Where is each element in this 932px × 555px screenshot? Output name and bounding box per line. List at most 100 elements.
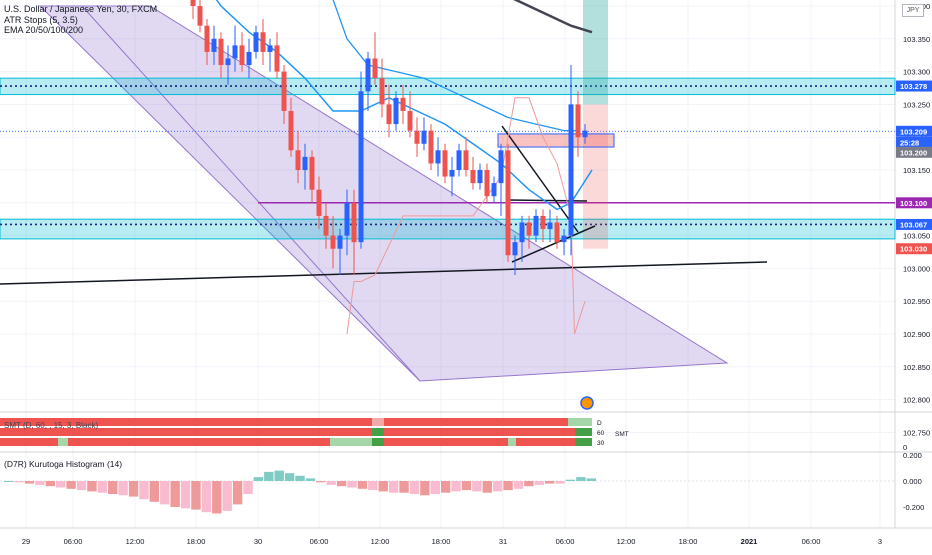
candle-body: [239, 45, 245, 66]
time-axis-label: 29: [22, 537, 30, 546]
kurutoga-bar: [544, 481, 555, 484]
kurutoga-bar: [128, 481, 139, 497]
candle-body: [267, 45, 273, 52]
kurutoga-bar: [295, 475, 305, 481]
candle-body: [477, 170, 483, 184]
price-tag-label: 103.100: [900, 199, 927, 208]
kurutoga-bar: [4, 481, 14, 482]
price-axis-label: 103.350: [903, 35, 930, 44]
chart-legend: U.S. Dollar / Japanese Yen, 30, FXCM ATR…: [4, 4, 157, 36]
candle-body: [330, 235, 336, 249]
time-axis-label: 3: [878, 537, 882, 546]
symbol-title[interactable]: U.S. Dollar / Japanese Yen, 30, FXCM: [4, 4, 158, 14]
time-axis-label: 2021: [741, 537, 758, 546]
candle-body: [197, 6, 203, 26]
candle-body: [463, 150, 469, 170]
smt-cell: [330, 438, 372, 446]
price-axis-label: 103.300: [903, 68, 930, 77]
smt-indicator-label[interactable]: SMT (D, 60, , 15, 3, Black): [4, 421, 99, 430]
descending-channel: [38, 5, 729, 382]
kurutoga-indicator-label[interactable]: (D7R) Kurutoga Histogram (14): [4, 459, 123, 469]
candle-body: [407, 110, 413, 131]
smt-cell: [0, 438, 58, 446]
kurutoga-bar: [170, 481, 180, 507]
smt-row-label: D: [597, 420, 602, 427]
time-axis-label: 18:00: [432, 537, 451, 546]
candle-body: [344, 202, 350, 236]
kurutoga-bar: [284, 473, 295, 481]
candle-body: [260, 32, 266, 52]
kurutoga-bar: [565, 479, 576, 481]
candle-body: [393, 97, 399, 125]
kurutoga-bar: [274, 470, 284, 481]
indicator-line-ema: [513, 0, 593, 34]
smt-row-label: 60: [597, 430, 605, 437]
candle-body: [533, 215, 539, 236]
price-axis-label: 102.800: [903, 396, 930, 405]
candle-body: [505, 150, 511, 256]
candle-body: [582, 130, 588, 138]
time-axis-label: 06:00: [802, 537, 821, 546]
candle-body: [323, 215, 329, 236]
smt-cell: [384, 418, 568, 426]
candle-body: [449, 170, 455, 177]
candle-body: [428, 130, 434, 164]
kurutoga-bar: [191, 481, 201, 510]
candle-body: [232, 45, 238, 59]
candle-body: [554, 222, 560, 243]
kurutoga-bar: [264, 471, 274, 481]
smt-cell: [68, 438, 330, 446]
kurutoga-bar: [430, 481, 440, 494]
kurutoga-bar: [212, 481, 222, 514]
time-axis-label: 12:00: [617, 537, 636, 546]
kurutoga-bar: [368, 481, 378, 491]
time-axis-label: 30: [254, 537, 262, 546]
candle-body: [561, 235, 567, 243]
smt-axis-label: 0: [903, 443, 907, 452]
candle-body: [484, 170, 490, 197]
kurutoga-bar: [108, 481, 118, 494]
kurutoga-bar: [35, 481, 45, 485]
candle-body: [470, 170, 476, 184]
candle-body: [274, 45, 280, 72]
candle-body: [316, 189, 322, 216]
smt-row-label: 30: [597, 440, 605, 447]
candle-body: [288, 110, 294, 151]
smt-cell: [568, 438, 575, 446]
smt-cell: [568, 418, 592, 426]
candle-body: [211, 38, 217, 52]
ema-50-line: [332, 0, 369, 66]
price-axis-label: 102.850: [903, 363, 930, 372]
time-axis-label: 31: [499, 537, 507, 546]
ema-label[interactable]: EMA 20/50/100/200: [4, 25, 84, 35]
candle-body: [414, 130, 420, 144]
kurutoga-bar: [409, 481, 420, 494]
kurutoga-axis-label: -0.200: [903, 503, 924, 512]
smt-cell: [575, 428, 592, 436]
kurutoga-bar: [586, 478, 596, 481]
candle-body: [491, 183, 497, 197]
kurutoga-bar: [336, 481, 347, 487]
price-axis-label: 103.050: [903, 232, 930, 241]
price-tag-label: 103.030: [900, 245, 927, 254]
kurutoga-bar: [149, 481, 160, 502]
trend-line: [0, 261, 768, 285]
smt-cell: [568, 428, 575, 436]
kurutoga-bar: [118, 481, 128, 496]
currency-badge[interactable]: JPY: [902, 4, 924, 17]
kurutoga-bar: [347, 481, 357, 488]
candle-body: [568, 104, 574, 236]
atr-stops-label[interactable]: ATR Stops (5, 3.5): [4, 14, 78, 25]
target-zone: [583, 0, 608, 105]
kurutoga-bar: [388, 481, 399, 493]
support-resistance-zone: [0, 77, 896, 96]
kurutoga-bar: [576, 477, 586, 481]
kurutoga-bar: [87, 481, 97, 492]
candle-body: [281, 71, 287, 111]
price-axis-label: 102.750: [903, 428, 930, 437]
candle-body: [519, 222, 525, 243]
candle-body: [498, 150, 504, 184]
